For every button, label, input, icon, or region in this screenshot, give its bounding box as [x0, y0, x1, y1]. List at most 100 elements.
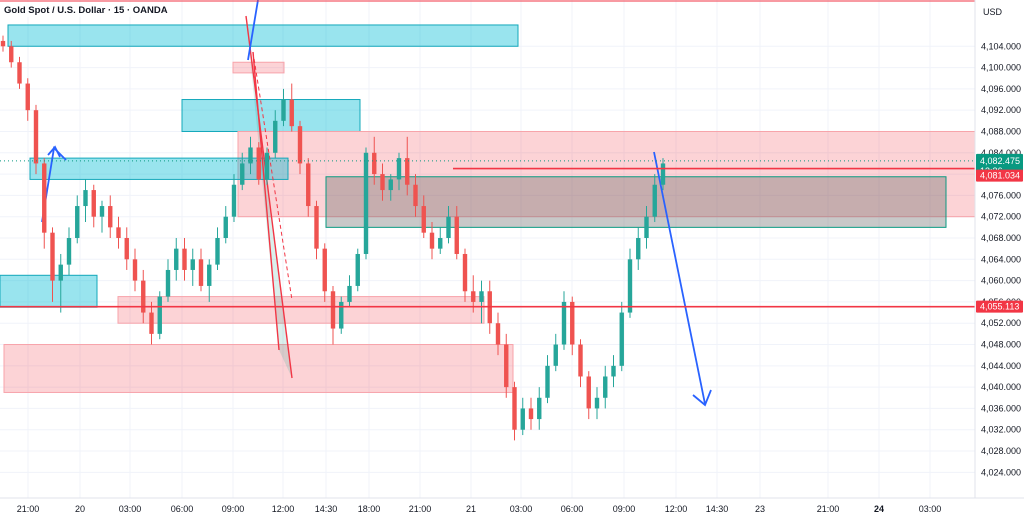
support-price-badge-label: 4,055.113 — [980, 302, 1019, 312]
candle-body — [330, 291, 336, 329]
price-tick-label: 4,060.000 — [981, 276, 1021, 286]
drawing-layer[interactable] — [41, 0, 712, 407]
resistance-price-badge-bg — [976, 169, 1023, 182]
candle-body — [25, 83, 30, 111]
time-tick-label: 12:00 — [665, 504, 688, 514]
title-backdrop — [0, 2, 156, 17]
blue-down-arrowhead[interactable] — [692, 389, 712, 407]
demand-zone[interactable] — [7, 24, 519, 47]
candle-body — [256, 147, 261, 180]
supply-zone[interactable] — [117, 296, 485, 324]
candle-body — [594, 397, 600, 409]
time-tick-label: 23 — [755, 504, 765, 514]
candle-body — [141, 280, 146, 313]
supply-zone[interactable] — [232, 61, 285, 74]
candle-body — [17, 62, 22, 84]
candle-body — [495, 323, 501, 345]
candle-body — [388, 179, 393, 191]
demand-zone[interactable] — [0, 274, 98, 308]
zone-layer[interactable] — [0, 24, 976, 393]
candle-body — [528, 408, 534, 420]
candle-body — [124, 238, 129, 260]
candle-body — [578, 344, 583, 377]
candle-body — [289, 99, 294, 127]
price-tick-label: 4,028.000 — [981, 446, 1021, 456]
line-layer[interactable] — [0, 0, 975, 308]
candle-body — [660, 163, 666, 185]
grid — [0, 0, 975, 498]
candle-body — [553, 344, 558, 366]
time-tick-label: 09:00 — [222, 504, 245, 514]
candle-body — [347, 285, 352, 302]
price-tick-label: 4,048.000 — [981, 340, 1021, 350]
candle-body — [91, 190, 96, 217]
wedge-upper-line[interactable] — [245, 15, 293, 379]
candle-body — [190, 259, 195, 270]
equilibrium-zone[interactable] — [325, 176, 947, 228]
candle-body — [215, 238, 220, 265]
candle-body — [50, 232, 55, 281]
time-tick-label: 06:00 — [561, 504, 584, 514]
candle-body — [413, 184, 418, 207]
support-price-badge-bg — [976, 300, 1023, 313]
candle-body — [42, 163, 47, 233]
candle-layer — [0, 35, 666, 441]
candle-body — [0, 40, 6, 47]
time-axis-panel[interactable] — [0, 498, 1024, 519]
candle-body — [446, 216, 451, 239]
price-tick-label: 4,032.000 — [981, 425, 1021, 435]
candle-body — [421, 206, 426, 233]
time-tick-label: 24 — [874, 504, 884, 514]
time-tick-label: 21 — [466, 504, 476, 514]
blue-up-arrowhead[interactable] — [47, 145, 61, 158]
candle-body — [9, 46, 14, 63]
price-tick-label: 4,104.000 — [981, 41, 1021, 51]
candle-body — [231, 184, 237, 217]
time-tick-label: 06:00 — [171, 504, 194, 514]
candle-body — [429, 232, 435, 249]
candle-body — [297, 126, 303, 164]
candle-body — [537, 397, 542, 420]
time-tick-label: 21:00 — [817, 504, 840, 514]
candle-body — [198, 259, 204, 286]
candle-body — [512, 387, 517, 430]
demand-zone[interactable] — [181, 99, 361, 132]
candle-body — [182, 248, 187, 270]
candle-body — [66, 238, 72, 265]
price-tick-label: 4,072.000 — [981, 212, 1021, 222]
candle-body — [380, 174, 385, 191]
candle-body — [479, 291, 484, 302]
candle-body — [314, 206, 319, 249]
candle-body — [207, 264, 212, 286]
blue-down-arrow[interactable] — [653, 151, 706, 405]
wedge-lower-line[interactable] — [252, 51, 280, 351]
time-tick-label: 21:00 — [17, 504, 40, 514]
chart-title: Gold Spot / U.S. Dollar · 15 · OANDA — [4, 5, 168, 16]
price-tick-label: 4,044.000 — [981, 361, 1021, 371]
time-tick-label: 21:00 — [409, 504, 432, 514]
supply-zone[interactable] — [237, 130, 976, 218]
time-tick-label: 03:00 — [919, 504, 942, 514]
price-tick-label: 4,040.000 — [981, 382, 1021, 392]
candle-body — [396, 158, 402, 180]
candle-body — [405, 158, 410, 185]
candle-body — [58, 264, 63, 281]
candle-body — [471, 291, 476, 302]
candle-body — [273, 120, 278, 153]
price-tick-label: 4,092.000 — [981, 105, 1021, 115]
candle-body — [355, 253, 360, 286]
time-tick-label: 03:00 — [119, 504, 142, 514]
time-tick-label: 14:30 — [706, 504, 729, 514]
candle-body — [619, 312, 624, 366]
price-tick-label: 4,084.000 — [981, 148, 1021, 158]
price-axis-panel[interactable] — [975, 0, 1024, 498]
price-tick-label: 4,036.000 — [981, 403, 1021, 413]
demand-zone[interactable] — [29, 157, 289, 180]
blue-trend-arrow[interactable] — [247, 0, 259, 61]
candle-body — [83, 190, 88, 207]
candle-body — [627, 259, 633, 313]
supply-zone[interactable] — [3, 344, 514, 393]
